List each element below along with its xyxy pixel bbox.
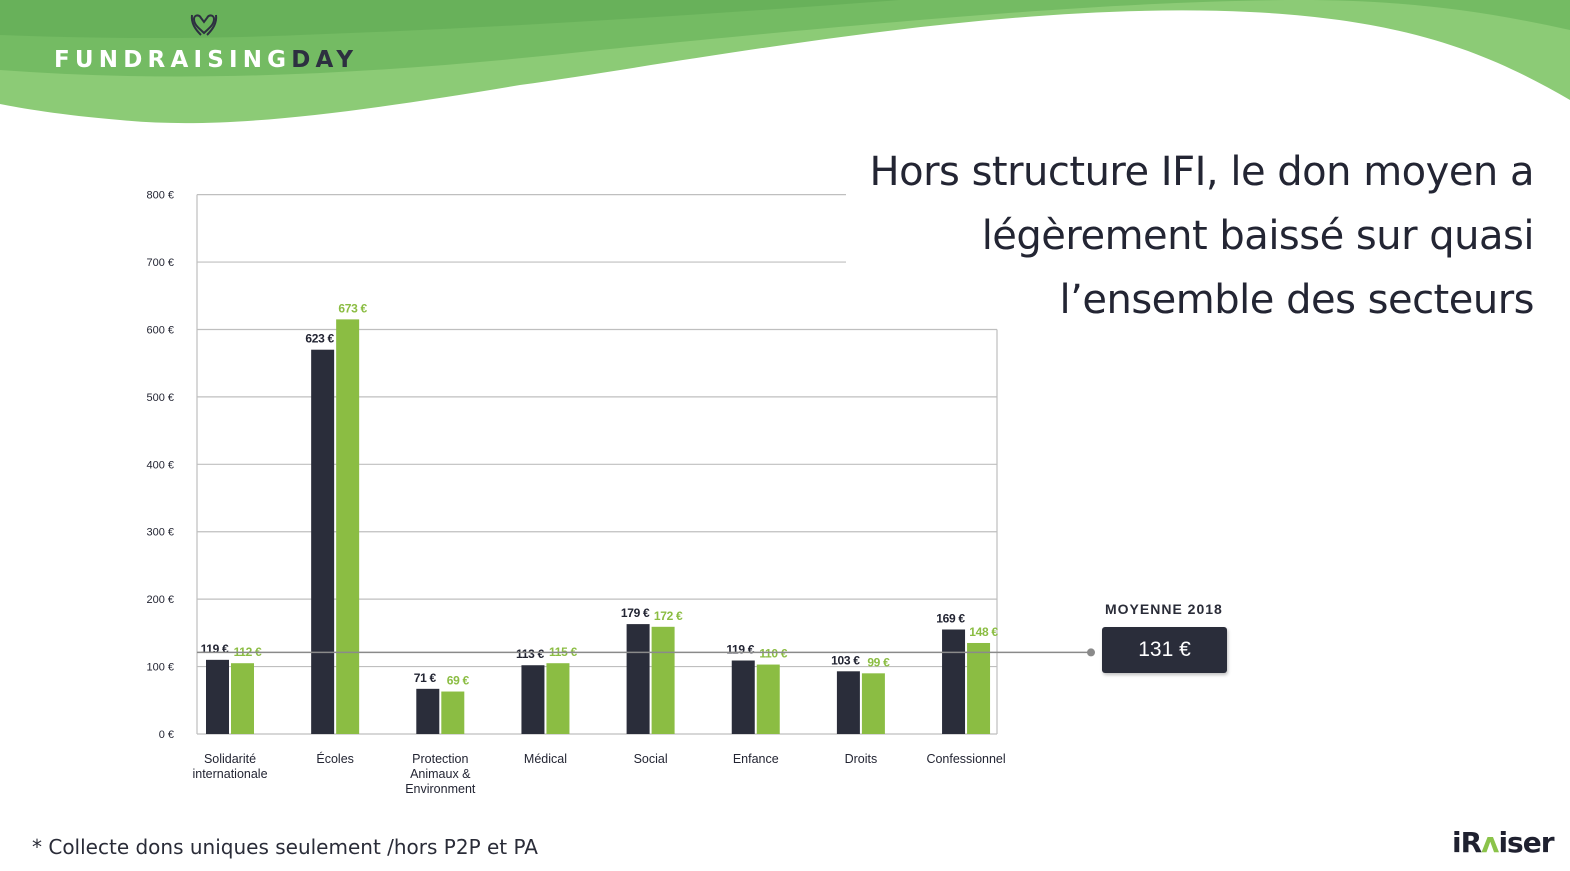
bar-series-2 bbox=[756, 664, 780, 734]
footnote: * Collecte dons uniques seulement /hors … bbox=[32, 835, 538, 859]
x-category-label: Solidarité bbox=[204, 752, 256, 766]
bar-series-2 bbox=[336, 319, 360, 734]
x-category-label: Confessionnel bbox=[926, 752, 1005, 766]
average-line-endpoint bbox=[1087, 648, 1095, 657]
bar-series-2 bbox=[231, 663, 254, 734]
data-label-series-2: 172 € bbox=[654, 609, 683, 623]
headline-line-2: légèrement baissé sur quasi bbox=[981, 213, 1535, 259]
y-tick-label: 200 € bbox=[146, 594, 174, 606]
bar-series-1 bbox=[206, 659, 229, 734]
brand-suffix: iser bbox=[1498, 826, 1554, 859]
bar-series-2 bbox=[546, 663, 570, 734]
y-tick-label: 100 € bbox=[146, 662, 174, 674]
x-category-label: Enfance bbox=[733, 752, 779, 766]
bar-series-1 bbox=[942, 629, 966, 734]
x-category-label: Écoles bbox=[316, 751, 354, 766]
x-category-label: Social bbox=[634, 752, 668, 766]
y-tick-label: 0 € bbox=[159, 729, 174, 741]
y-tick-label: 700 € bbox=[146, 257, 174, 269]
header-wave bbox=[0, 0, 1570, 124]
bar-series-2 bbox=[861, 673, 885, 734]
logo-name-accent: DAY bbox=[291, 47, 359, 73]
data-label-series-1: 169 € bbox=[936, 611, 965, 625]
y-tick-label: 600 € bbox=[146, 324, 174, 336]
hands-heart-icon bbox=[190, 14, 218, 36]
data-label-series-1: 623 € bbox=[305, 332, 334, 346]
bar-series-1 bbox=[416, 688, 440, 734]
bar-series-1 bbox=[521, 665, 545, 734]
x-category-label: Environment bbox=[405, 782, 476, 796]
brand-accent: ʌ bbox=[1481, 826, 1499, 859]
headline-line-1: Hors structure IFI, le don moyen a bbox=[869, 149, 1535, 195]
data-label-series-2: 99 € bbox=[867, 655, 890, 669]
y-tick-label: 500 € bbox=[146, 392, 174, 404]
bar-series-2 bbox=[651, 626, 675, 734]
x-category-label: internationale bbox=[192, 767, 267, 781]
brand-prefix: iR bbox=[1452, 826, 1482, 859]
bar-series-1 bbox=[311, 349, 335, 734]
headline-line-3: l’ensemble des secteurs bbox=[1059, 277, 1535, 323]
x-category-label: Droits bbox=[845, 752, 878, 766]
data-label-series-2: 69 € bbox=[447, 674, 470, 688]
data-label-series-1: 113 € bbox=[516, 647, 544, 661]
x-category-label: Médical bbox=[524, 752, 567, 766]
data-label-series-1: 119 € bbox=[201, 642, 229, 656]
bar-series-1 bbox=[626, 624, 650, 734]
x-category-label: Animaux & bbox=[410, 767, 471, 781]
average-label: MOYENNE 2018 bbox=[1105, 601, 1223, 617]
x-category-label: Protection bbox=[412, 752, 468, 766]
data-label-series-1: 103 € bbox=[831, 653, 860, 667]
bar-series-1 bbox=[836, 671, 860, 734]
data-label-series-1: 179 € bbox=[621, 606, 650, 620]
iraiser-logo: iRʌiser bbox=[1452, 826, 1555, 859]
data-label-series-1: 71 € bbox=[414, 671, 437, 685]
y-tick-label: 800 € bbox=[146, 190, 174, 202]
bar-series-2 bbox=[967, 642, 991, 734]
y-tick-label: 400 € bbox=[146, 459, 174, 471]
data-label-series-2: 673 € bbox=[338, 301, 367, 315]
bar-series-2 bbox=[441, 691, 465, 734]
headline: Hors structure IFI, le don moyen a légèr… bbox=[774, 140, 1535, 332]
logo-name-main: FUNDRAISING bbox=[54, 47, 292, 73]
data-label-series-2: 148 € bbox=[969, 625, 998, 639]
y-tick-label: 300 € bbox=[146, 527, 174, 539]
bar-series-1 bbox=[731, 660, 755, 734]
average-value-badge: 131 € bbox=[1102, 627, 1227, 673]
data-label-series-1: 119 € bbox=[726, 643, 754, 657]
fundraisingday-logo: FUNDRAISINGDAY bbox=[54, 47, 358, 73]
data-label-series-2: 110 € bbox=[759, 647, 787, 661]
